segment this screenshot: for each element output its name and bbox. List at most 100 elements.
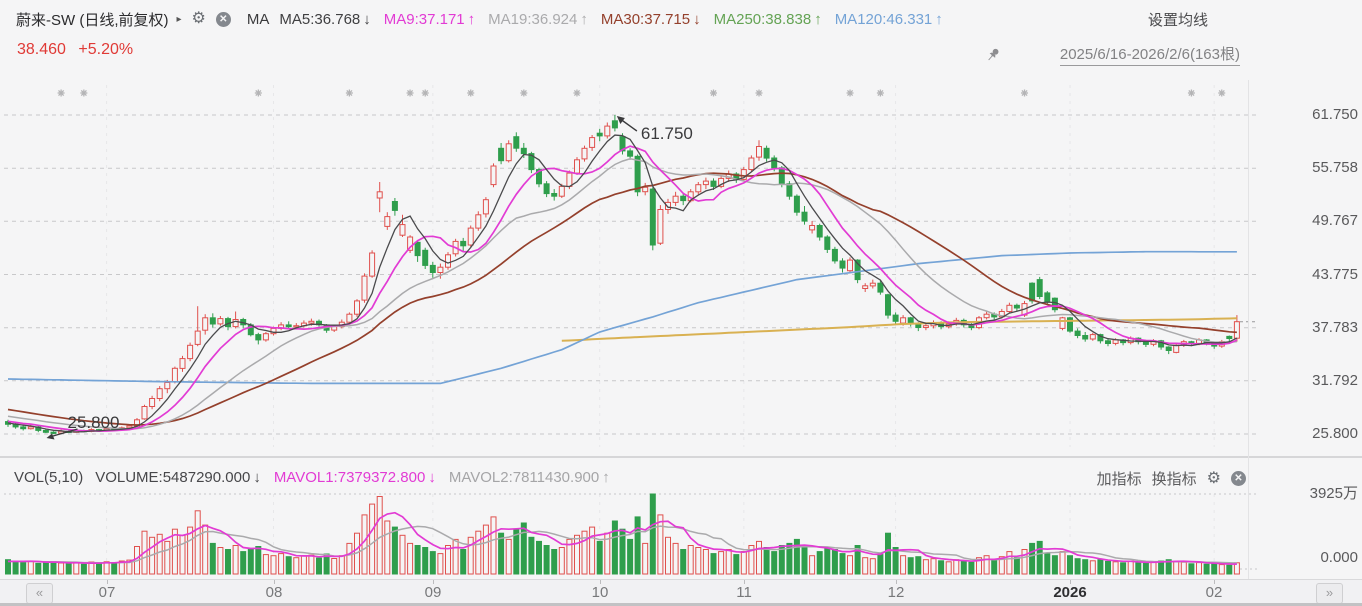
scroll-left-button[interactable]: « <box>26 583 53 604</box>
candle[interactable] <box>1082 335 1089 340</box>
candle[interactable] <box>748 157 755 170</box>
event-marker-icon[interactable] <box>406 89 414 97</box>
volume-bar[interactable] <box>885 532 891 575</box>
volume-bar[interactable] <box>126 559 133 575</box>
volume-bar[interactable] <box>285 556 292 575</box>
candle[interactable] <box>437 266 444 273</box>
volume-bar[interactable] <box>528 536 535 575</box>
candle[interactable] <box>164 382 171 390</box>
volume-bar[interactable] <box>331 558 338 575</box>
candle[interactable] <box>1226 335 1233 339</box>
candle[interactable] <box>665 201 671 210</box>
candle[interactable] <box>536 169 542 185</box>
event-marker-icon[interactable] <box>520 89 528 97</box>
candle[interactable] <box>771 157 778 169</box>
volume-bar[interactable] <box>5 559 11 575</box>
volume-bar[interactable] <box>718 551 725 575</box>
volume-bar[interactable] <box>270 555 277 575</box>
volume-bar[interactable] <box>581 530 588 575</box>
volume-bar[interactable] <box>209 542 216 575</box>
volume-bar[interactable] <box>854 545 861 575</box>
candle[interactable] <box>50 431 57 434</box>
time-tick-label[interactable]: 02 <box>1205 584 1223 601</box>
ma120-legend[interactable]: MA120:46.331 ↑ <box>835 11 943 28</box>
volume-bar[interactable] <box>566 538 573 575</box>
candle[interactable] <box>126 425 133 429</box>
volume-bar[interactable] <box>316 557 322 575</box>
volume-bar[interactable] <box>551 549 558 575</box>
ma9-legend[interactable]: MA9:37.171 ↑ <box>384 11 475 28</box>
candle[interactable] <box>232 319 239 328</box>
candle[interactable] <box>475 214 482 229</box>
vol-indicator-label[interactable]: VOL(5,10) <box>14 468 84 486</box>
volume-bar[interactable] <box>983 555 990 575</box>
candle[interactable] <box>407 236 414 251</box>
volume-bar[interactable] <box>103 561 110 575</box>
candle[interactable] <box>574 159 580 174</box>
volume-bar[interactable] <box>1180 561 1187 575</box>
vol-close-icon[interactable]: ✕ <box>1231 471 1246 486</box>
volume-bar[interactable] <box>771 551 778 575</box>
volume-bar[interactable] <box>793 538 800 575</box>
volume-bar[interactable] <box>1188 563 1195 575</box>
add-indicator-button[interactable]: 加指标 <box>1096 471 1142 488</box>
candle[interactable] <box>376 191 383 199</box>
candle[interactable] <box>505 143 512 162</box>
candle[interactable] <box>513 136 520 149</box>
candle[interactable] <box>194 330 201 345</box>
time-tick-label[interactable]: 11 <box>736 584 752 601</box>
ma250-legend[interactable]: MA250:38.838 ↑ <box>714 11 822 28</box>
candle[interactable] <box>816 225 823 238</box>
candle[interactable] <box>756 146 762 158</box>
volume-bar[interactable] <box>520 522 527 575</box>
volume-bar[interactable] <box>1059 551 1066 575</box>
volume-bar[interactable] <box>1120 562 1127 575</box>
candle[interactable] <box>399 224 406 236</box>
candle[interactable] <box>528 153 535 171</box>
volume-bar[interactable] <box>278 553 285 575</box>
ma30-legend[interactable]: MA30:37.715 ↓ <box>601 11 701 28</box>
volume-bar[interactable] <box>831 549 838 575</box>
volume-bar[interactable] <box>1218 564 1225 575</box>
candle[interactable] <box>877 282 884 293</box>
candle[interactable] <box>1006 304 1013 313</box>
candle[interactable] <box>27 426 34 430</box>
candle[interactable] <box>490 165 497 186</box>
volume-bar[interactable] <box>1029 542 1036 575</box>
candle[interactable] <box>885 294 891 316</box>
candle[interactable] <box>209 317 216 325</box>
volume-bar[interactable] <box>748 545 755 575</box>
candle[interactable] <box>558 185 565 197</box>
candle[interactable] <box>763 147 770 159</box>
volume-bar[interactable] <box>300 555 307 575</box>
volume-bar[interactable] <box>877 554 884 575</box>
candle[interactable] <box>778 167 785 185</box>
candle[interactable] <box>429 264 436 273</box>
candle[interactable] <box>809 225 816 231</box>
candle[interactable] <box>346 313 353 323</box>
volume-bar[interactable] <box>733 554 740 575</box>
volume-bar[interactable] <box>118 560 125 575</box>
volume-bar[interactable] <box>255 546 262 575</box>
volume-bar[interactable] <box>596 540 603 575</box>
volume-bar[interactable] <box>498 532 505 575</box>
volume-bar[interactable] <box>809 555 816 575</box>
volume-legend[interactable]: VOLUME:5487290.000 ↓ <box>95 469 261 486</box>
switch-indicator-button[interactable]: 换指标 <box>1151 471 1197 488</box>
candle[interactable] <box>619 136 626 152</box>
volume-bar[interactable] <box>862 557 869 575</box>
volume-bar[interactable] <box>922 559 929 575</box>
volume-chart-canvas[interactable] <box>0 488 1362 580</box>
candle[interactable] <box>566 172 573 187</box>
volume-bar[interactable] <box>536 540 542 575</box>
volume-bar[interactable] <box>293 557 300 575</box>
volume-bar[interactable] <box>12 560 19 575</box>
volume-bar[interactable] <box>361 514 368 575</box>
candle[interactable] <box>869 282 876 287</box>
volume-bar[interactable] <box>369 503 376 575</box>
event-marker-icon[interactable] <box>573 89 581 97</box>
candle[interactable] <box>862 285 869 290</box>
symbol-title[interactable]: 蔚来-SW (日线,前复权) <box>16 11 169 29</box>
candle[interactable] <box>649 188 656 246</box>
volume-bar[interactable] <box>1089 560 1096 575</box>
